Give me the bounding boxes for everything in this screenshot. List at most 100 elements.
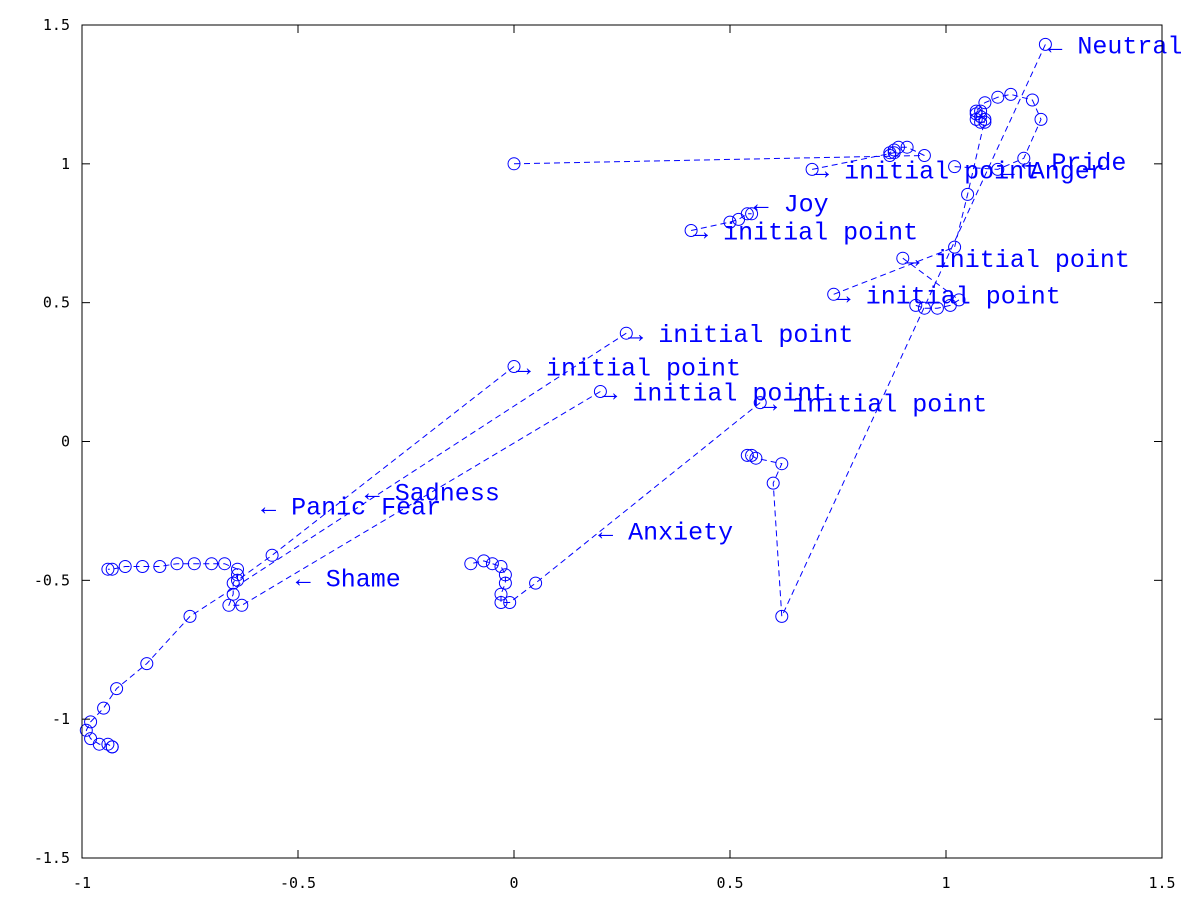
trajectory-series <box>684 207 759 237</box>
x-tick-label: 0.5 <box>716 874 743 892</box>
annotation-label: → initial point <box>762 391 987 420</box>
annotation-label: → initial point <box>628 321 853 350</box>
annotation-label: ← Shame <box>296 566 401 595</box>
data-point <box>917 301 931 315</box>
trajectory-series <box>464 396 767 609</box>
annotation-label: ← Joy <box>754 191 829 220</box>
data-point <box>101 737 115 751</box>
data-point <box>745 207 759 221</box>
data-point <box>961 187 975 201</box>
annotation-label: ← Neutral <box>1047 32 1182 61</box>
data-point <box>136 560 149 573</box>
data-point <box>900 140 914 154</box>
data-point <box>948 240 962 254</box>
data-point <box>909 298 923 312</box>
plot-frame <box>81 24 1163 859</box>
data-point <box>723 215 737 229</box>
data-point <box>529 576 543 590</box>
data-point <box>593 385 607 398</box>
y-tick-label: 1 <box>61 155 70 173</box>
data-point <box>218 557 232 571</box>
data-point <box>619 326 633 340</box>
data-point <box>226 576 240 590</box>
annotation-label: → initial point <box>814 157 1039 186</box>
data-point <box>153 560 167 573</box>
data-point <box>766 476 780 490</box>
data-point <box>101 562 115 576</box>
annotation-label: ← Sadness <box>365 480 500 509</box>
data-point <box>183 609 197 623</box>
data-point <box>503 596 517 609</box>
data-point <box>485 557 499 571</box>
data-point <box>991 90 1005 104</box>
data-point <box>97 701 111 715</box>
data-point <box>684 224 698 237</box>
data-point <box>498 568 512 582</box>
y-tick-label: -1 <box>52 710 70 728</box>
trajectory-line <box>954 93 1042 170</box>
data-point <box>464 557 478 571</box>
annotation-label: → initial point <box>602 380 827 409</box>
trajectory-line <box>228 391 601 606</box>
annotation-label: ← Panic Fear <box>261 493 441 522</box>
x-tick-label: 1.5 <box>1148 874 1175 892</box>
trajectory-series <box>896 251 966 315</box>
annotation-label: ← Anxiety <box>598 518 733 547</box>
data-point <box>507 360 521 373</box>
data-point <box>1017 151 1031 165</box>
trajectory-line <box>85 332 627 748</box>
data-point <box>978 115 992 129</box>
data-point <box>969 104 983 118</box>
data-point <box>930 301 944 315</box>
data-point <box>265 548 279 562</box>
data-point <box>140 657 154 671</box>
data-point <box>92 737 106 751</box>
annotation-label: ← Pride <box>1021 149 1126 178</box>
data-point <box>740 207 754 221</box>
plot-background <box>82 25 1162 858</box>
data-point <box>79 723 93 737</box>
data-point <box>974 115 988 129</box>
data-point <box>969 112 983 126</box>
y-tick-label: 0 <box>61 433 70 451</box>
annotation-label: → initial point <box>836 282 1061 311</box>
x-tick-label: -1 <box>73 874 91 892</box>
data-point <box>110 682 124 696</box>
y-tick-label: 0.5 <box>43 294 70 312</box>
x-tick-label: 0 <box>509 874 518 892</box>
trajectory-line <box>513 146 925 165</box>
data-point <box>991 162 1005 176</box>
trajectory-line <box>107 366 515 582</box>
y-tick-label: -1.5 <box>34 849 70 867</box>
data-point <box>494 587 508 601</box>
trajectory-series <box>507 140 931 171</box>
annotation-label: → initial point <box>905 246 1130 275</box>
data-point <box>917 149 931 162</box>
data-point <box>753 396 767 410</box>
data-point <box>943 298 957 312</box>
data-point <box>187 557 201 571</box>
data-point <box>775 609 789 623</box>
data-point <box>222 598 236 612</box>
trajectory-series <box>740 37 1052 623</box>
y-tick-label: 1.5 <box>43 16 70 34</box>
data-point <box>226 587 240 601</box>
annotation-label: → initial point <box>693 219 918 248</box>
axis-layer: -1 -0.5 0 0.5 1 1.5-1.5-1-0.500.511.5 <box>34 16 1176 892</box>
data-point <box>948 160 962 174</box>
data-point <box>84 715 98 729</box>
data-point <box>507 157 521 171</box>
data-point <box>1004 87 1018 101</box>
data-point <box>498 576 512 590</box>
data-point <box>231 573 244 587</box>
trajectory-line <box>747 44 1046 617</box>
x-tick-label: 1 <box>941 874 950 892</box>
annotation-layer: ← Neutral← Pride← Anger← Joy→ initial po… <box>261 32 1182 594</box>
data-point <box>205 557 219 571</box>
data-point <box>749 451 763 465</box>
data-point <box>105 740 119 754</box>
data-point <box>896 251 910 265</box>
data-point <box>978 96 992 110</box>
data-point <box>1025 93 1039 107</box>
